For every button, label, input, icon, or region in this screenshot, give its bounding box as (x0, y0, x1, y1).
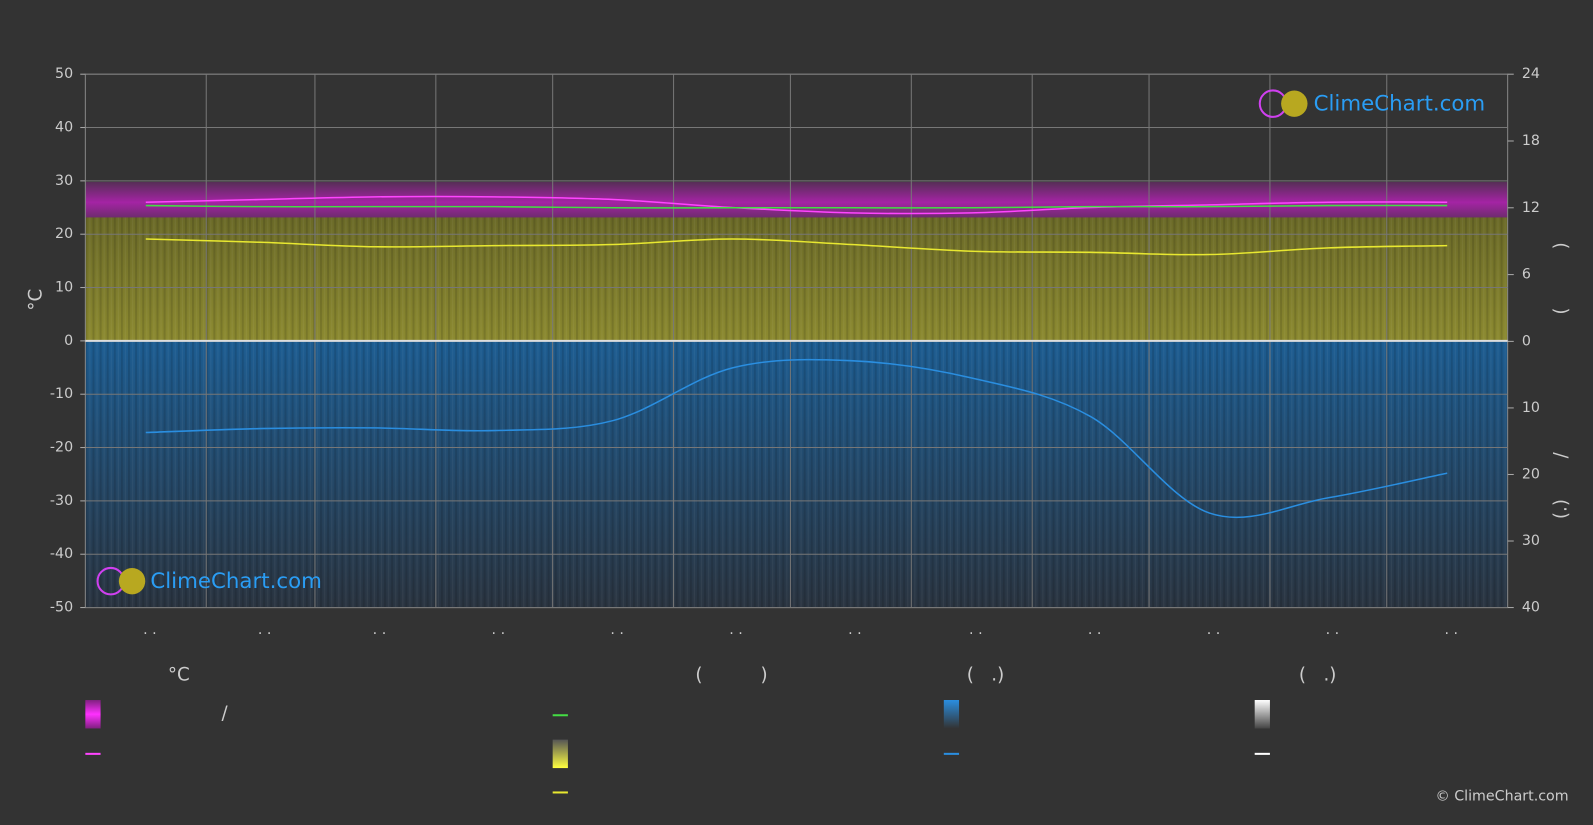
x-tick-label: . . (1326, 622, 1340, 638)
y-tick-label: 0 (64, 333, 73, 349)
y-tick-label: 30 (55, 173, 73, 189)
y-tick-label: -10 (50, 386, 73, 402)
plot-background (85, 181, 1508, 608)
logo-bottom: ClimeChart.com (96, 566, 322, 596)
logo-top: ClimeChart.com (1258, 89, 1486, 118)
x-tick-label: . . (143, 622, 157, 638)
y3-tick-label: 30 (1522, 533, 1540, 549)
x-tick-label: . . (492, 622, 506, 638)
legend: °C ( ) ( .) ( .) / (85, 665, 1336, 794)
max-temp-band (85, 181, 1508, 223)
y-axis-label: °C (26, 289, 47, 311)
y2-tick-label: 0 (1522, 333, 1531, 349)
y2-tick-label: 12 (1522, 200, 1540, 216)
logo-sun (1281, 90, 1308, 117)
legend-swatch (85, 700, 101, 729)
y-tick-label: 20 (55, 226, 73, 242)
sunshine-texture (85, 217, 1508, 342)
legend-header: °C (168, 665, 190, 686)
legend-swatch (943, 700, 960, 729)
legend-header: ( ) (695, 665, 767, 686)
y-tick-label: 40 (55, 120, 73, 136)
series-line (145, 204, 1448, 209)
legend-text: / (221, 703, 228, 724)
y3-tick-label: 10 (1522, 400, 1540, 416)
y-tick-label: -40 (50, 546, 73, 562)
y2-tick-label: 24 (1522, 66, 1540, 82)
y3-tick-label: 40 (1522, 600, 1540, 616)
x-tick-label: . . (1088, 622, 1102, 638)
x-tick-label: . . (969, 622, 983, 638)
copyright: © ClimeChart.com (1435, 789, 1568, 805)
y-tick-label: -20 (50, 440, 73, 456)
legend-header: ( .) (967, 665, 1004, 686)
series-line (145, 195, 1448, 215)
logo-sun (118, 567, 146, 595)
precip-texture (85, 341, 1508, 608)
y2-axis-label: ( ) (1551, 242, 1572, 314)
y-tick-label: -30 (50, 493, 73, 509)
x-tick-label: . . (729, 622, 743, 638)
y-tick-label: -50 (50, 600, 73, 616)
legend-header: ( .) (1299, 665, 1336, 686)
y2-tick-label: 6 (1522, 267, 1531, 283)
x-tick-label: . . (1444, 622, 1458, 638)
series-line (145, 358, 1448, 519)
x-tick-label: . . (610, 622, 624, 638)
y3-tick-label: 20 (1522, 466, 1540, 482)
legend-swatch (1254, 700, 1270, 729)
logo-text: ClimeChart.com (150, 569, 322, 594)
x-tick-label: . . (258, 622, 272, 638)
x-tick-label: . . (373, 622, 387, 638)
logo-text: ClimeChart.com (1314, 92, 1486, 117)
series-line (145, 238, 1448, 256)
y3-axis-label: (.) / (1551, 451, 1572, 519)
x-tick-label: . . (1207, 622, 1221, 638)
y-tick-label: 50 (55, 66, 73, 82)
y2-tick-label: 18 (1522, 133, 1540, 149)
x-tick-label: . . (848, 622, 862, 638)
y-tick-label: 10 (55, 280, 73, 296)
legend-swatch (552, 739, 568, 769)
